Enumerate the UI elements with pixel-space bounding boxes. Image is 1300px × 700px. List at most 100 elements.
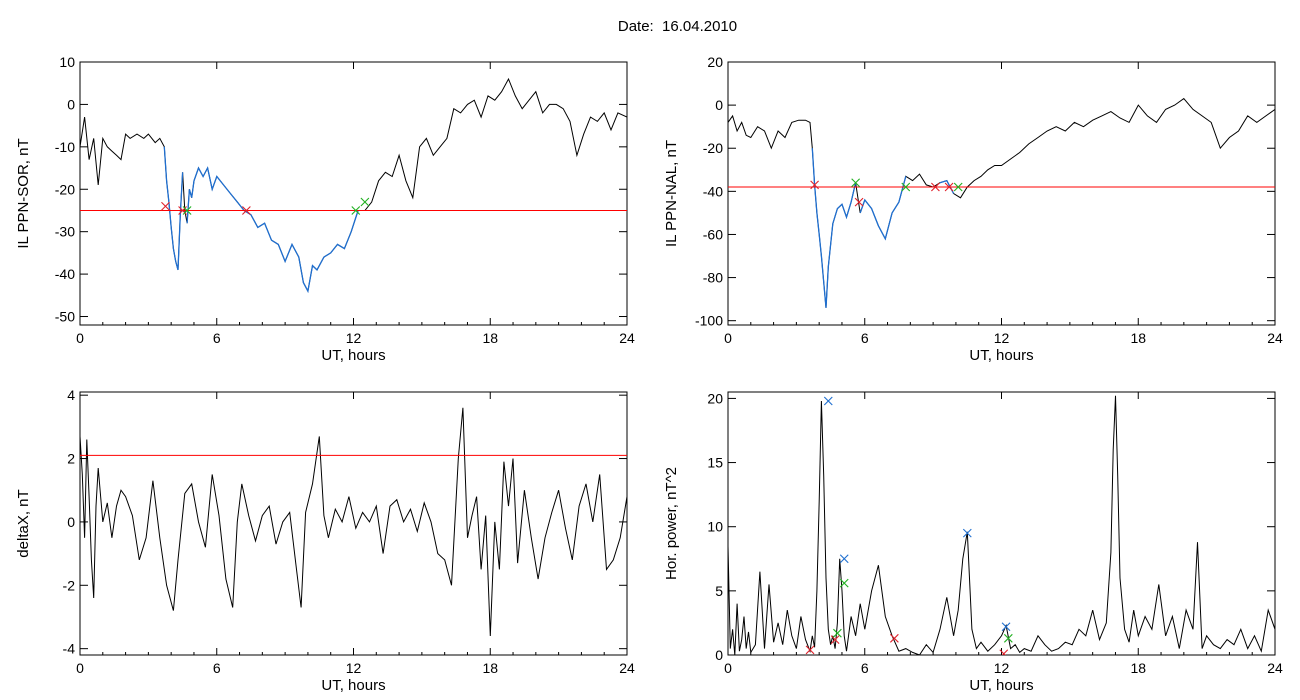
event-marker-stroke (944, 182, 954, 192)
y-axis-label: IL PPN-SOR, nT (15, 138, 32, 248)
event-marker-stroke (805, 645, 815, 655)
y-axis-label: Hor. power, nT^2 (663, 467, 680, 580)
event-marker (854, 197, 864, 207)
event-marker (1003, 633, 1013, 643)
event-marker-stroke (889, 633, 899, 643)
y-tick-label: -30 (55, 224, 75, 240)
y-tick-label: -4 (63, 641, 76, 657)
y-tick-label: 4 (67, 387, 75, 403)
event-marker (953, 182, 963, 192)
x-tick-label: 24 (1267, 660, 1283, 676)
event-marker-stroke (360, 197, 370, 207)
highlight-segment (163, 146, 184, 271)
plot-area (80, 77, 627, 294)
panel-power: 0 6 12 18 24 20 15 10 5 0 UT, hours Hor. power, nT^… (663, 390, 1283, 694)
event-marker-stroke (823, 396, 833, 406)
event-marker (999, 649, 1009, 655)
data-line (728, 395, 1275, 655)
x-axis-label: UT, hours (321, 677, 385, 694)
x-axis-label: UT, hours (321, 347, 385, 364)
event-marker (805, 645, 815, 655)
y-tick-label: -40 (703, 183, 723, 199)
x-tick-label: 24 (619, 660, 635, 676)
event-marker-stroke (851, 178, 861, 188)
event-marker-stroke (901, 182, 911, 192)
plot-frame (727, 391, 1276, 656)
event-marker (830, 635, 840, 644)
panel-nal: 0 6 12 18 24 20 0 -20 -40 -60 -80 -100 UT, hours IL P… (663, 54, 1283, 364)
y-tick-label: 10 (59, 54, 75, 70)
event-marker-stroke (241, 206, 251, 215)
x-tick-label: 12 (346, 330, 362, 346)
event-marker (901, 182, 911, 192)
y-tick-label: -40 (55, 266, 75, 282)
y-tick-label: -60 (703, 226, 723, 242)
y-tick-label: -20 (55, 181, 75, 197)
highlight-segment (186, 166, 359, 294)
x-tick-label: 6 (213, 660, 221, 676)
x-axis-label: UT, hours (969, 677, 1033, 694)
event-marker (944, 182, 954, 192)
panel-deltax: 0 6 12 18 24 4 2 0 -2 -4 UT, hours deltaX, nT (15, 387, 635, 694)
event-marker (931, 182, 940, 192)
y-tick-label: 15 (707, 455, 723, 471)
x-tick-label: 0 (724, 660, 732, 676)
plot-area (728, 395, 1275, 655)
event-marker-stroke (1003, 633, 1013, 643)
event-marker-stroke (351, 206, 361, 215)
y-tick-label: -80 (703, 270, 723, 286)
y-axis-label: IL PPN-NAL, nT (663, 140, 680, 247)
highlight-segment (811, 148, 857, 308)
x-tick-label: 6 (861, 660, 869, 676)
y-tick-label: 10 (707, 519, 723, 535)
x-tick-label: 24 (1267, 330, 1283, 346)
x-tick-label: 12 (994, 330, 1010, 346)
highlight-segment (859, 176, 907, 241)
y-tick-label: 2 (67, 451, 75, 467)
event-marker (1001, 622, 1011, 632)
data-line (80, 407, 627, 637)
x-tick-label: 12 (346, 660, 362, 676)
event-marker (823, 396, 833, 406)
x-tick-label: 12 (994, 660, 1010, 676)
x-tick-label: 24 (619, 330, 635, 346)
y-tick-label: -20 (703, 140, 723, 156)
event-marker-stroke (161, 201, 170, 211)
x-tick-label: 18 (1130, 660, 1146, 676)
y-tick-label: -2 (63, 577, 76, 593)
event-marker (839, 578, 849, 588)
event-marker-stroke (830, 635, 840, 644)
event-marker-stroke (931, 182, 940, 192)
y-tick-label: 0 (715, 647, 723, 663)
plot-area (80, 407, 627, 637)
event-marker-stroke (962, 528, 972, 538)
x-tick-label: 6 (213, 330, 221, 346)
event-marker-stroke (833, 628, 842, 638)
x-axis-label: UT, hours (969, 347, 1033, 364)
event-marker-stroke (953, 182, 963, 192)
event-marker-stroke (182, 206, 192, 215)
y-tick-label: -100 (695, 313, 723, 329)
x-tick-label: 0 (724, 330, 732, 346)
x-tick-label: 6 (861, 330, 869, 346)
event-marker (839, 554, 849, 564)
event-marker (889, 633, 899, 643)
y-tick-label: 0 (67, 514, 75, 530)
event-marker (182, 206, 192, 215)
event-marker (851, 178, 861, 188)
event-marker-stroke (839, 578, 849, 588)
event-marker-stroke (1001, 622, 1011, 632)
plot-area (728, 97, 1275, 308)
event-marker (360, 197, 370, 207)
x-tick-label: 0 (76, 330, 84, 346)
plot-frame (79, 61, 628, 326)
x-tick-label: 0 (76, 660, 84, 676)
event-marker (962, 528, 972, 538)
event-marker (351, 206, 361, 215)
event-marker-stroke (1001, 649, 1009, 655)
event-marker (241, 206, 251, 215)
data-line (728, 97, 1275, 308)
y-tick-label: 0 (715, 97, 723, 113)
y-tick-label: 20 (707, 390, 723, 406)
event-marker-stroke (839, 554, 849, 564)
